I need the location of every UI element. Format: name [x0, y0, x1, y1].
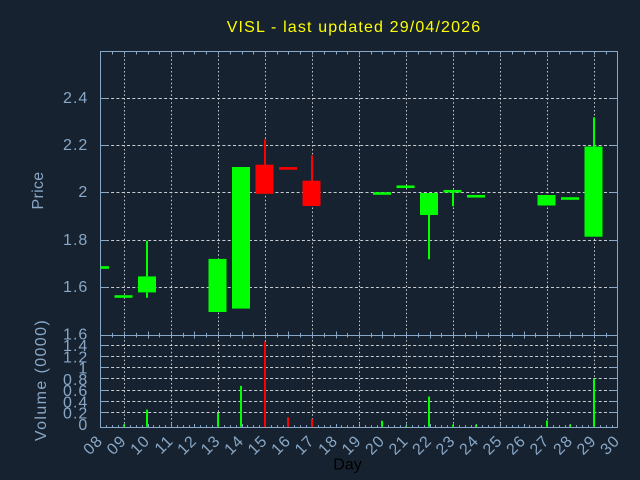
svg-text:0: 0: [78, 417, 88, 434]
svg-text:1.8: 1.8: [63, 232, 88, 249]
svg-text:Day: Day: [333, 457, 361, 474]
svg-text:Price: Price: [30, 172, 47, 210]
svg-text:2: 2: [78, 184, 88, 201]
svg-text:2.2: 2.2: [63, 137, 88, 154]
svg-text:1.2: 1.2: [63, 349, 88, 366]
svg-text:1: 1: [78, 361, 88, 378]
svg-text:1.6: 1.6: [63, 327, 88, 344]
svg-text:0.2: 0.2: [63, 406, 88, 423]
svg-text:2.4: 2.4: [63, 90, 88, 107]
svg-text:0.4: 0.4: [63, 394, 88, 411]
svg-text:0.8: 0.8: [63, 372, 88, 389]
svg-text:Volume (0000): Volume (0000): [33, 319, 50, 441]
svg-text:1.6: 1.6: [63, 279, 88, 296]
svg-text:0.6: 0.6: [63, 383, 88, 400]
svg-text:VISL - last updated 29/04/2026: VISL - last updated 29/04/2026: [227, 19, 482, 36]
svg-text:1.4: 1.4: [63, 338, 88, 355]
